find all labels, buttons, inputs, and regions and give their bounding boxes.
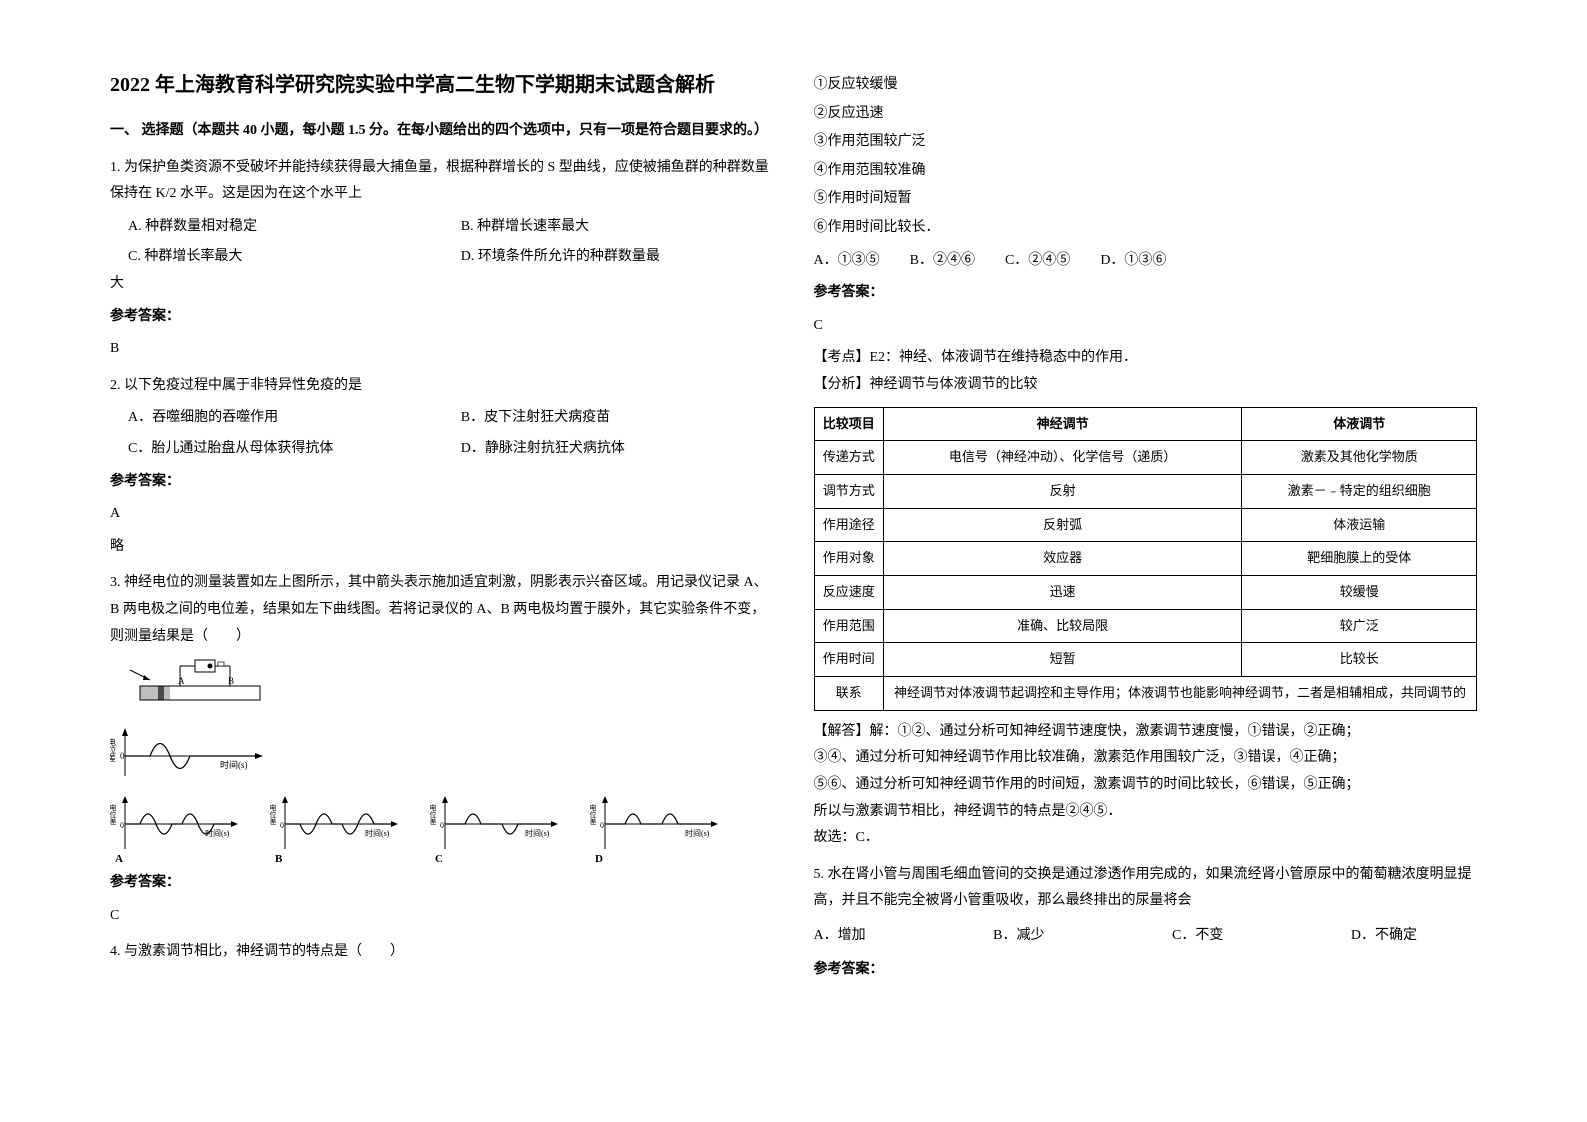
q4-opt-c: C．②④⑤ (1005, 248, 1070, 275)
q4-jd1: 【解答】解：①②、通过分析可知神经调节速度快，激素调节速度慢，①错误，②正确； (814, 719, 1478, 746)
q3-answer: C (110, 903, 774, 930)
svg-text:电位差: 电位差 (110, 737, 117, 762)
q5-opt-a: A．增加 (814, 923, 866, 950)
svg-text:0: 0 (120, 751, 125, 761)
q3-reference-curve: 电位差 0 时间(s) (110, 726, 774, 786)
q2-options: A．吞噬细胞的吞噬作用 B．皮下注射狂犬病疫苗 C．胎儿通过胎盘从母体获得抗体 … (110, 405, 774, 462)
q2-opt-b: B．皮下注射狂犬病疫苗 (461, 405, 774, 432)
q1-answer-label: 参考答案： (110, 304, 774, 331)
q4-stem: 4. 与激素调节相比，神经调节的特点是（ ） (110, 939, 774, 966)
page-title: 2022 年上海教育科学研究院实验中学高二生物下学期期末试题含解析 (110, 70, 774, 100)
table-row: 作用时间短暂比较长 (814, 643, 1477, 677)
q4-jd5: 故选：C． (814, 825, 1478, 852)
q3-fig-d: 电位差 0 时间(s) D (590, 794, 730, 864)
svg-text:A: A (178, 676, 185, 686)
q2-stem: 2. 以下免疫过程中属于非特异性免疫的是 (110, 373, 774, 400)
q5-opt-c: C．不变 (1172, 923, 1223, 950)
q4-options: A．①③⑤ B．②④⑥ C．②④⑤ D．①③⑥ (814, 248, 1478, 275)
q4-answer-label: 参考答案： (814, 280, 1478, 307)
q3-answer-label: 参考答案： (110, 870, 774, 897)
q4-opt-b: B．②④⑥ (910, 248, 975, 275)
svg-text:C: C (435, 853, 443, 864)
q2-opt-c: C．胎儿通过胎盘从母体获得抗体 (128, 436, 441, 463)
q4-item-2: ②反应迅速 (814, 101, 1478, 128)
svg-text:0: 0 (600, 821, 604, 830)
q2-answer: A (110, 501, 774, 528)
svg-text:D: D (595, 853, 603, 864)
q3-option-figures: 电位差 0 时间(s) A 电位差 0 时间(s) B 电位差 0 时间(s) … (110, 794, 774, 864)
q3-fig-c: 电位差 0 时间(s) C (430, 794, 570, 864)
q1-options: A. 种群数量相对稳定 B. 种群增长速率最大 C. 种群增长率最大 D. 环境… (110, 214, 774, 271)
q1-stem: 1. 为保护鱼类资源不受破坏并能持续获得最大捕鱼量，根据种群增长的 S 型曲线，… (110, 155, 774, 208)
svg-text:电位差: 电位差 (590, 803, 597, 825)
q1-opt-b: B. 种群增长速率最大 (461, 214, 774, 241)
svg-text:时间(s): 时间(s) (220, 759, 248, 770)
svg-text:B: B (228, 676, 234, 686)
svg-text:0: 0 (440, 821, 444, 830)
table-row: 调节方式反射激素－﹣特定的组织细胞 (814, 474, 1477, 508)
q4-answer: C (814, 313, 1478, 340)
svg-text:时间(s): 时间(s) (365, 828, 390, 838)
svg-text:电位差: 电位差 (110, 803, 117, 825)
svg-text:时间(s): 时间(s) (525, 828, 550, 838)
table-header-row: 比较项目 神经调节 体液调节 (814, 407, 1477, 441)
q5-opt-d: D．不确定 (1351, 923, 1417, 950)
table-row: 传递方式电信号（神经冲动）、化学信号（递质）激素及其他化学物质 (814, 441, 1477, 475)
svg-text:A: A (115, 853, 123, 864)
q2-note: 略 (110, 534, 774, 561)
q5-answer-label: 参考答案： (814, 957, 1478, 984)
q4-jd4: 所以与激素调节相比，神经调节的特点是②④⑤． (814, 799, 1478, 826)
svg-text:0: 0 (280, 821, 284, 830)
q4-item-5: ⑤作用时间短暂 (814, 186, 1478, 213)
q2-opt-a: A．吞噬细胞的吞噬作用 (128, 405, 441, 432)
q4-item-4: ④作用范围较准确 (814, 158, 1478, 185)
table-row: 作用途径反射弧体液运输 (814, 508, 1477, 542)
svg-text:时间(s): 时间(s) (685, 828, 710, 838)
svg-text:电位差: 电位差 (270, 803, 277, 825)
table-row: 作用对象效应器靶细胞膜上的受体 (814, 542, 1477, 576)
q1-opt-c: C. 种群增长率最大 (128, 244, 441, 271)
comparison-table: 比较项目 神经调节 体液调节 传递方式电信号（神经冲动）、化学信号（递质）激素及… (814, 407, 1478, 711)
q4-item-3: ③作用范围较广泛 (814, 129, 1478, 156)
table-row: 作用范围准确、比较局限较广泛 (814, 609, 1477, 643)
q4-item-1: ①反应较缓慢 (814, 72, 1478, 99)
table-row: 反应速度迅速较缓慢 (814, 575, 1477, 609)
q5-opt-b: B．减少 (993, 923, 1044, 950)
q4-opt-d: D．①③⑥ (1100, 248, 1166, 275)
q4-kaodian: 【考点】E2：神经、体液调节在维持稳态中的作用． (814, 345, 1478, 372)
q1-opt-d-tail: 大 (110, 271, 774, 298)
q5-options: A．增加 B．减少 C．不变 D．不确定 (814, 923, 1478, 950)
th-2: 体液调节 (1242, 407, 1477, 441)
q4-fenxi: 【分析】神经调节与体液调节的比较 (814, 372, 1478, 399)
section-heading: 一、 选择题（本题共 40 小题，每小题 1.5 分。在每小题给出的四个选项中，… (110, 118, 774, 145)
q4-item-6: ⑥作用时间比较长． (814, 215, 1478, 242)
q4-jd3: ⑤⑥、通过分析可知神经调节作用的时间短，激素调节的时间比较长，⑥错误，⑤正确； (814, 772, 1478, 799)
svg-text:0: 0 (120, 821, 124, 830)
th-1: 神经调节 (883, 407, 1241, 441)
q3-device-figure: A B (110, 658, 774, 718)
q1-opt-d: D. 环境条件所允许的种群数量最 (461, 244, 774, 271)
svg-text:电位差: 电位差 (430, 803, 437, 825)
svg-text:B: B (275, 853, 283, 864)
th-0: 比较项目 (814, 407, 883, 441)
table-row: 联系神经调节对体液调节起调控和主导作用；体液调节也能影响神经调节，二者是相辅相成… (814, 677, 1477, 711)
q1-answer: B (110, 336, 774, 363)
q4-jd2: ③④、通过分析可知神经调节作用比较准确，激素范作用围较广泛，③错误，④正确； (814, 745, 1478, 772)
svg-text:时间(s): 时间(s) (205, 828, 230, 838)
q5-stem: 5. 水在肾小管与周围毛细血管间的交换是通过渗透作用完成的，如果流经肾小管原尿中… (814, 862, 1478, 915)
q2-opt-d: D．静脉注射抗狂犬病抗体 (461, 436, 774, 463)
q3-stem: 3. 神经电位的测量装置如左上图所示，其中箭头表示施加适宜刺激，阴影表示兴奋区域… (110, 570, 774, 650)
q1-opt-a: A. 种群数量相对稳定 (128, 214, 441, 241)
q2-answer-label: 参考答案： (110, 469, 774, 496)
q3-fig-b: 电位差 0 时间(s) B (270, 794, 410, 864)
q4-opt-a: A．①③⑤ (814, 248, 880, 275)
q3-fig-a: 电位差 0 时间(s) A (110, 794, 250, 864)
